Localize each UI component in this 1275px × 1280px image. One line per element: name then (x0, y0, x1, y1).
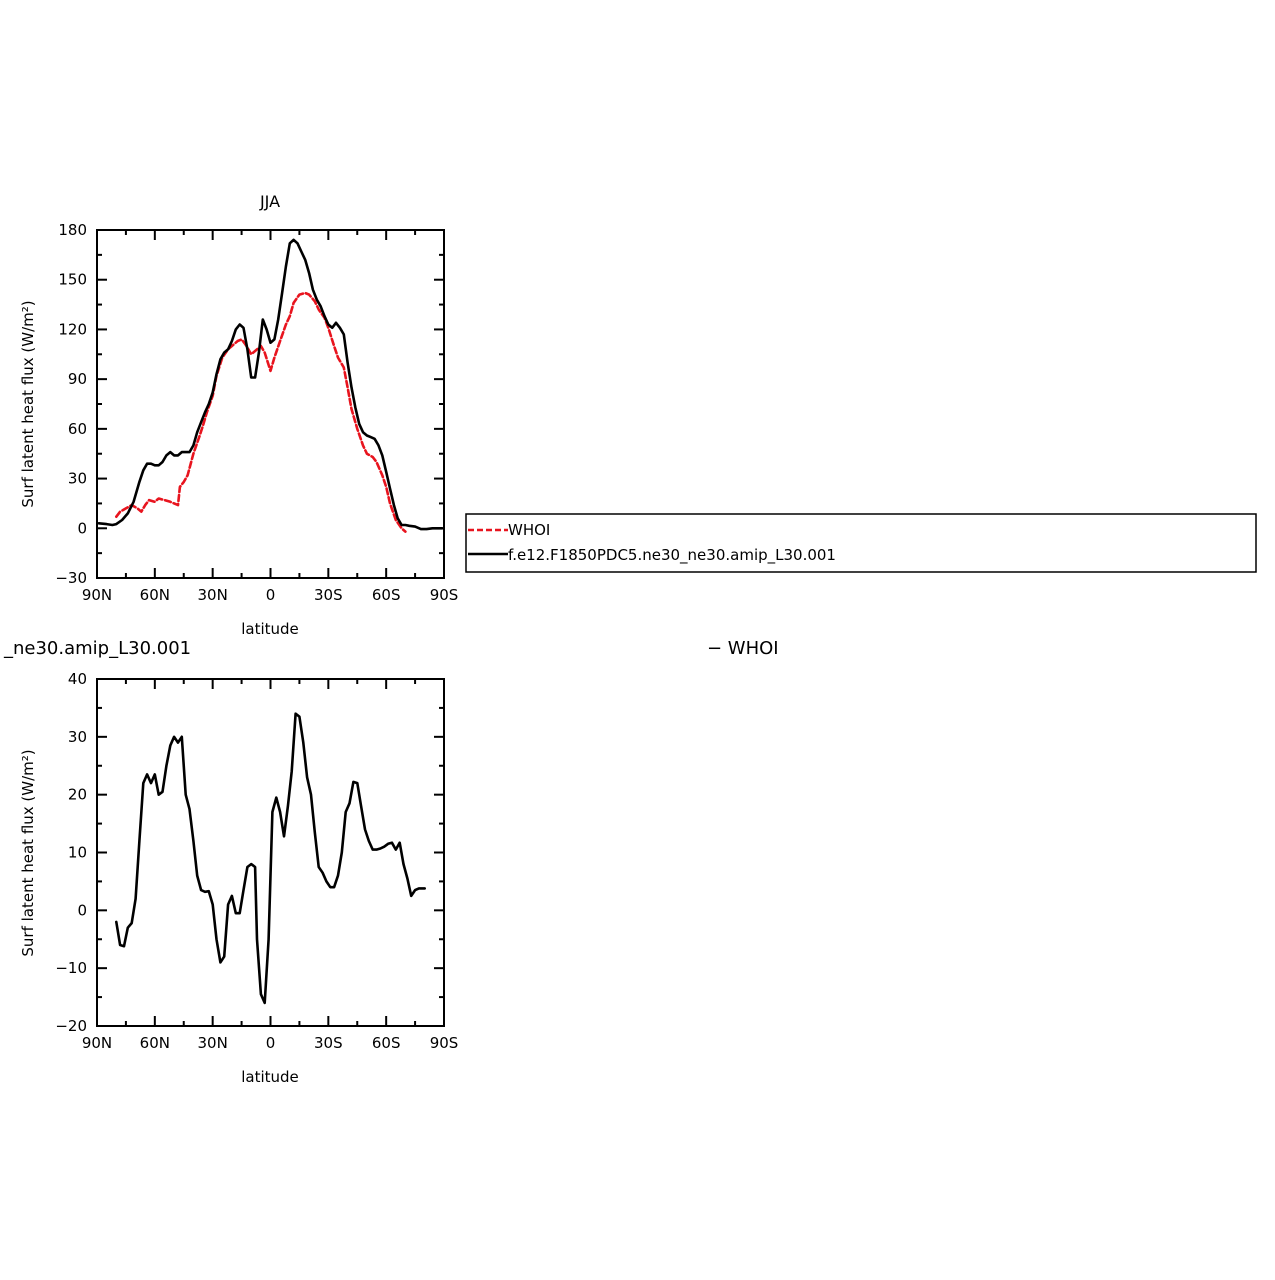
y-tick-label: 10 (68, 844, 87, 862)
legend: WHOI f.e12.F1850PDC5.ne30_ne30.amip_L30.… (465, 513, 1257, 573)
x-tick-label: 30N (198, 1034, 228, 1052)
x-tick-label: 60S (372, 1034, 401, 1052)
x-tick-label: 30S (314, 1034, 343, 1052)
series-line-model (97, 238, 444, 531)
x-tick-label: 0 (266, 1034, 276, 1052)
panel-bottom-xlabel: latitude (241, 1068, 299, 1086)
y-tick-label: 90 (68, 370, 87, 388)
panel-top-xlabel: latitude (241, 620, 299, 638)
y-tick-label: −10 (55, 959, 87, 977)
x-tick-label: 90N (82, 1034, 112, 1052)
x-tick-label: 90S (430, 1034, 459, 1052)
y-tick-label: 0 (77, 901, 87, 919)
y-tick-label: 40 (68, 670, 87, 688)
y-tick-label: −30 (55, 569, 87, 587)
x-tick-label: 60S (372, 586, 401, 604)
legend-label-model: f.e12.F1850PDC5.ne30_ne30.amip_L30.001 (508, 546, 836, 565)
y-tick-label: 0 (77, 519, 87, 537)
y-tick-label: 30 (68, 728, 87, 746)
legend-box (465, 513, 1257, 573)
x-tick-label: 30N (198, 586, 228, 604)
y-tick-label: 60 (68, 420, 87, 438)
difference-line (115, 712, 427, 1005)
panel-bottom-series (115, 712, 427, 1005)
panel-bottom-title-right: − WHOI (707, 638, 779, 659)
legend-label-whoi: WHOI (508, 521, 550, 539)
y-tick-label: 180 (58, 221, 87, 239)
y-tick-label: 20 (68, 786, 87, 804)
panel-top-series (97, 238, 444, 533)
y-tick-label: −20 (55, 1017, 87, 1035)
y-tick-label: 150 (58, 271, 87, 289)
x-tick-label: 90S (430, 586, 459, 604)
panel-top-ylabel: Surf latent heat flux (W/m²) (19, 300, 37, 507)
panel-bottom-ylabel: Surf latent heat flux (W/m²) (19, 749, 37, 956)
y-tick-label: 30 (68, 470, 87, 488)
y-tick-label: 120 (58, 320, 87, 338)
panel-top-ticks: 90N 60N 30N 0 30S 60S 90S −30 0 30 60 90 120 150 180 (55, 221, 458, 604)
x-tick-label: 0 (266, 586, 276, 604)
panel-bottom-ticks: 90N 60N 30N 0 30S 60S 90S −20 −10 0 10 20 30 40 (55, 670, 458, 1052)
x-tick-label: 90N (82, 586, 112, 604)
panel-bottom: _ne30.amip_L30.001 − WHOI 90N 60N 30N 0 30S 6… (3, 638, 779, 1086)
panel-top-title: JJA (259, 192, 280, 211)
panel-top-frame (96, 229, 445, 579)
panel-bottom-title-left: _ne30.amip_L30.001 (3, 638, 191, 659)
panel-top: JJA 90N 60N 30N 0 30S 60S 90S −30 0 30 60 90 120 150 1… (19, 192, 458, 638)
x-tick-label: 30S (314, 586, 343, 604)
x-tick-label: 60N (140, 1034, 170, 1052)
x-tick-label: 60N (140, 586, 170, 604)
